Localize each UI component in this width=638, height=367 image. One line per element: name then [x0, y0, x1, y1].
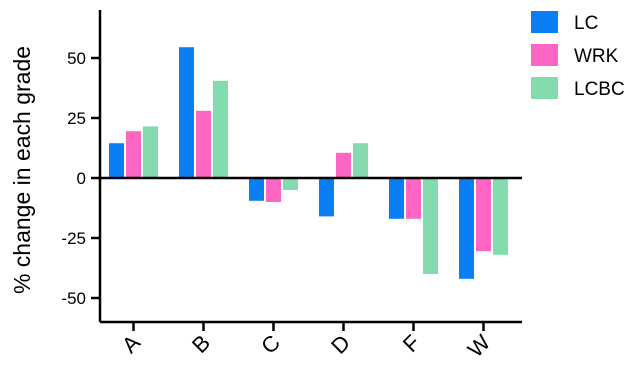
x-tick-label: C — [256, 330, 285, 359]
bar-wrk-w — [476, 178, 491, 252]
x-tick-label: F — [398, 330, 425, 357]
bar-lcbc-w — [493, 178, 508, 255]
bar-wrk-a — [126, 131, 141, 178]
bar-lc-d — [319, 178, 334, 217]
y-tick-label: -25 — [61, 229, 86, 248]
legend-swatch-wrk — [531, 44, 558, 66]
bar-wrk-c — [266, 178, 281, 202]
bar-lc-a — [109, 143, 124, 178]
legend-swatch-lcbc — [531, 77, 558, 99]
legend-label-lcbc: LCBC — [574, 79, 625, 100]
y-tick-label: 50 — [67, 49, 86, 68]
bars-layer — [109, 47, 508, 279]
x-tick-label: W — [463, 330, 496, 362]
bar-lcbc-c — [283, 178, 298, 190]
bar-lc-f — [389, 178, 404, 219]
bar-wrk-d — [336, 152, 351, 178]
bar-lcbc-d — [353, 143, 368, 178]
y-tick-label: 0 — [77, 169, 86, 188]
x-tick-label: B — [187, 330, 215, 358]
axes-layer — [98, 10, 522, 324]
bar-lcbc-f — [423, 178, 438, 274]
legend-swatch-lc — [531, 11, 558, 33]
legend-label-lc: LC — [574, 13, 598, 34]
bar-lc-c — [249, 178, 264, 201]
legend-label-wrk: WRK — [574, 46, 619, 67]
y-ticks: 50 25 0 -25 -50 — [61, 49, 100, 308]
x-tick-label: A — [117, 330, 145, 358]
bar-lc-w — [459, 178, 474, 279]
bar-lcbc-b — [213, 80, 228, 178]
legend: LC WRK LCBC — [531, 11, 625, 100]
y-tick-label: 25 — [67, 109, 86, 128]
y-axis-title: % change in each grade — [9, 46, 35, 294]
x-tick-label: D — [326, 330, 355, 359]
bar-lcbc-a — [143, 126, 158, 178]
bar-wrk-f — [406, 178, 421, 219]
y-tick-label: -50 — [61, 289, 86, 308]
bar-wrk-b — [196, 110, 211, 178]
bar-lc-b — [179, 47, 194, 179]
